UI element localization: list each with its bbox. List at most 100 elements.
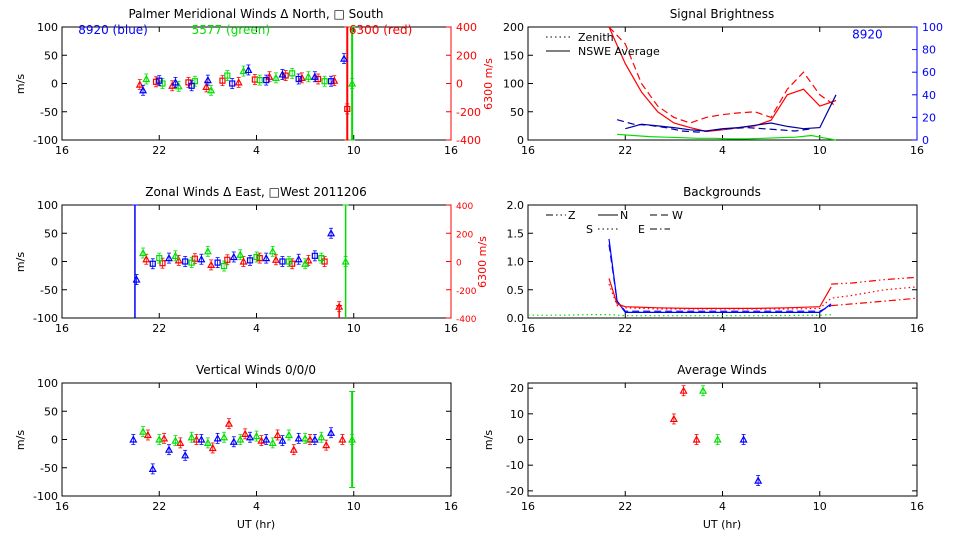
- meridional-point: [224, 72, 231, 79]
- meridional-annotation: 6300 (red): [349, 23, 412, 37]
- vertical-ytick-label: 100: [37, 377, 58, 390]
- zonal-point: [188, 259, 195, 266]
- brightness-panel: Signal Brightness 16 22 4 10 160501001502000…: [503, 7, 943, 157]
- brightness-y2-tick-label: 80: [922, 44, 936, 57]
- meridional-point: [139, 86, 148, 94]
- vertical-point: [252, 431, 261, 440]
- vertical-point: [203, 438, 212, 446]
- zonal-ytick-label: 0: [51, 256, 58, 269]
- vertical-point: [155, 435, 164, 443]
- meridional-point: [142, 74, 151, 83]
- average-frame: [527, 382, 918, 497]
- meridional-point: [244, 65, 253, 74]
- backgrounds-series-line: [528, 314, 832, 317]
- meridional-point: [321, 78, 328, 85]
- vertical-point: [236, 435, 245, 443]
- backgrounds-panel: Backgrounds 16 22 4 10 160.00.51.01.52.0Z N WS…: [507, 185, 925, 335]
- meridional-point: [278, 70, 287, 78]
- vertical-point: [229, 437, 238, 445]
- brightness-ytick-label: 150: [503, 49, 524, 62]
- zonal-point: [268, 247, 277, 255]
- brightness-marks: 16 22 4 10 160501001502000204060801008920Zen…: [503, 21, 943, 157]
- average-point: [754, 476, 763, 484]
- zonal-point: [224, 256, 231, 263]
- meridional-point: [344, 105, 351, 113]
- zonal-point: [318, 255, 325, 262]
- zonal-point: [132, 275, 141, 283]
- meridional-point: [202, 82, 211, 90]
- zonal-xtick-label: 4: [253, 322, 260, 335]
- zonal-point: [262, 253, 271, 262]
- vertical-point: [171, 436, 180, 444]
- zonal-point: [171, 251, 180, 259]
- backgrounds-series-line: [831, 297, 918, 307]
- meridional-y2-tick-label: 0: [456, 78, 463, 91]
- backgrounds-legend-label: W: [672, 209, 683, 222]
- backgrounds-series-line: [608, 244, 832, 312]
- zonal-y2-tick-label: -400: [456, 315, 477, 325]
- backgrounds-marks: 16 22 4 10 160.00.51.01.52.0Z N WS E: [507, 199, 925, 335]
- vertical-point: [317, 432, 326, 441]
- backgrounds-legend-label: N: [620, 209, 628, 222]
- zonal-y2-tick-label: 400: [456, 202, 473, 212]
- zonal-point: [335, 302, 344, 310]
- meridional-ylabel: m/s: [14, 74, 27, 94]
- zonal-point: [301, 259, 310, 267]
- meridional-y2-tick-label: 400: [456, 21, 477, 34]
- vertical-point: [224, 419, 233, 427]
- meridional-point: [135, 80, 144, 88]
- meridional-point: [234, 78, 243, 86]
- vertical-point: [160, 434, 169, 442]
- zonal-ytick-label: 100: [37, 199, 58, 212]
- zonal-point: [256, 255, 263, 262]
- vertical-point: [348, 435, 357, 443]
- zonal-xtick-label: 16: [55, 322, 69, 335]
- average-ytick-label: 20: [510, 382, 524, 395]
- vertical-ytick-label: -100: [33, 490, 58, 503]
- backgrounds-series-line: [608, 278, 832, 309]
- meridional-xtick-label: 16: [444, 144, 458, 157]
- brightness-y2-tick-label: 60: [922, 66, 936, 79]
- meridional-point: [265, 72, 274, 80]
- zonal-point: [139, 248, 148, 257]
- average-xtick-label: 4: [719, 500, 726, 513]
- meridional-point: [188, 82, 195, 89]
- backgrounds-ytick-label: 1.0: [507, 256, 525, 269]
- meridional-annotation: 8920 (blue): [78, 23, 148, 37]
- zonal-panel: Zonal Winds Δ East, □West 2011206 16 22 4 1…: [14, 185, 489, 335]
- vertical-ylabel: m/s: [14, 430, 27, 450]
- brightness-xtick-label: 4: [719, 144, 726, 157]
- average-ytick-label: 10: [510, 408, 524, 421]
- backgrounds-xtick-label: 16: [521, 322, 535, 335]
- zonal-point: [279, 258, 286, 265]
- brightness-y2-tick-label: 100: [922, 21, 943, 34]
- zonal-y2-tick-label: -200: [456, 287, 477, 297]
- average-point: [692, 435, 701, 443]
- brightness-annotation: 8920: [852, 27, 883, 41]
- zonal-xtick-label: 10: [347, 322, 361, 335]
- meridional-point: [219, 77, 226, 84]
- meridional-point: [297, 73, 306, 81]
- meridional-point: [330, 76, 339, 84]
- zonal-y2-tick-label: 0: [456, 259, 462, 269]
- meridional-point: [263, 77, 270, 84]
- vertical-point: [310, 435, 319, 443]
- vertical-xtick-label: 4: [253, 500, 260, 513]
- brightness-ytick-label: 200: [503, 21, 524, 34]
- backgrounds-xtick-label: 10: [813, 322, 827, 335]
- brightness-ytick-label: 50: [510, 106, 524, 119]
- backgrounds-title: Backgrounds: [683, 185, 761, 199]
- vertical-xtick-label: 10: [347, 500, 361, 513]
- zonal-point: [191, 255, 199, 262]
- zonal-point: [142, 254, 151, 263]
- meridional-point: [310, 72, 319, 80]
- vertical-point: [268, 438, 277, 446]
- backgrounds-ytick-label: 2.0: [507, 199, 525, 212]
- average-panel: Average Winds 16 22 4 10 16 -20 -10 0 10 20 m/s U…: [482, 363, 924, 531]
- zonal-point: [321, 258, 328, 265]
- zonal-point: [341, 257, 350, 265]
- vertical-point: [139, 427, 148, 435]
- vertical-point: [164, 445, 173, 453]
